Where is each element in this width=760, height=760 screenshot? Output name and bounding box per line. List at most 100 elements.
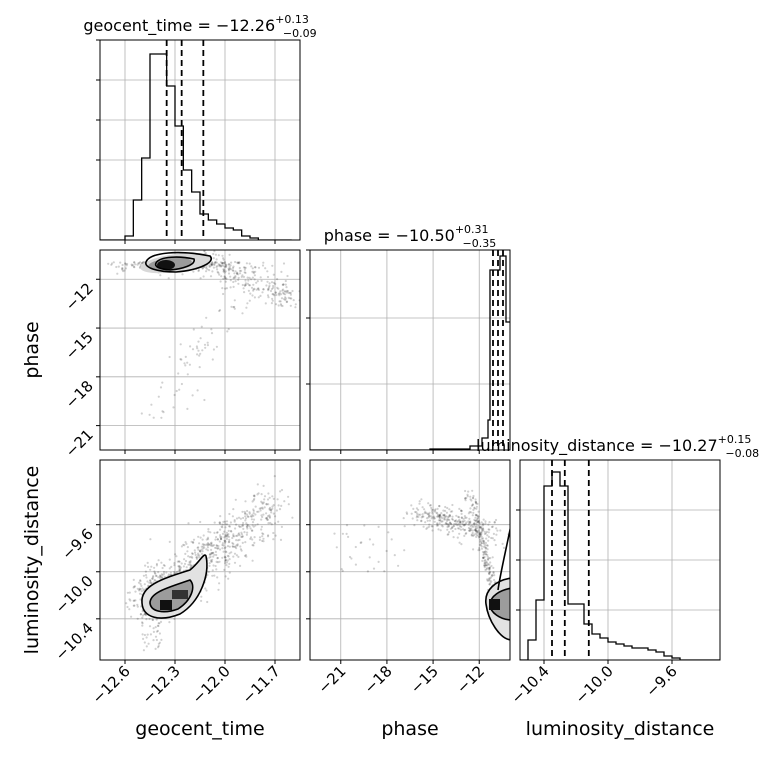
sample-point	[224, 276, 227, 280]
sample-point	[143, 633, 146, 637]
sample-point	[438, 522, 441, 525]
hist-geocent-time	[100, 53, 292, 240]
sample-point	[272, 538, 275, 541]
sample-point	[428, 514, 431, 517]
ld-ph-xtick-label: −12	[453, 662, 488, 697]
sample-point	[275, 509, 278, 512]
ticks-phase-vs-geocent-time: −12−15−18−21	[62, 278, 276, 461]
sample-point	[145, 576, 148, 579]
sample-point	[420, 516, 423, 519]
sample-point	[246, 531, 249, 534]
sample-point	[138, 587, 141, 590]
sample-point	[486, 534, 489, 537]
sample-point	[244, 283, 248, 287]
ld-gt-xtick-label: −11.7	[239, 662, 284, 707]
sample-point	[479, 532, 482, 536]
sample-point	[283, 290, 286, 293]
sample-point	[242, 287, 245, 290]
sample-point	[234, 276, 237, 279]
sample-point	[228, 538, 231, 542]
sample-point	[456, 536, 459, 539]
ld-gt-ytick-label: −10.4	[52, 619, 97, 664]
sample-point	[246, 527, 249, 530]
sample-point	[280, 304, 283, 307]
sample-point	[418, 502, 421, 505]
sample-point	[237, 555, 240, 559]
sample-point	[271, 264, 274, 267]
sample-point	[216, 270, 219, 274]
sample-point	[244, 515, 247, 518]
sample-point	[492, 571, 495, 574]
grid-distance-vs-phase	[310, 460, 510, 660]
sample-point	[158, 574, 162, 577]
sample-point	[225, 564, 228, 567]
ld-hist-xtick-label: −10.4	[508, 662, 553, 707]
sample-point	[431, 516, 434, 519]
sample-point	[169, 571, 172, 574]
sample-point	[262, 501, 265, 504]
sample-point	[250, 529, 253, 532]
sample-point	[201, 547, 204, 550]
sample-point	[140, 262, 144, 265]
sample-point	[149, 579, 152, 582]
sample-point	[165, 571, 168, 574]
sample-point	[243, 283, 247, 286]
sample-point	[445, 521, 448, 525]
sample-point	[197, 546, 200, 549]
sample-point	[142, 589, 145, 592]
sample-point	[406, 512, 409, 516]
sample-point	[292, 299, 295, 302]
sample-point	[458, 532, 461, 535]
sample-point	[209, 559, 212, 562]
sample-point	[464, 489, 467, 493]
sample-point	[177, 560, 181, 563]
sample-point	[234, 280, 237, 283]
sample-point	[421, 513, 424, 516]
sample-point	[243, 554, 247, 558]
sample-point	[478, 532, 481, 536]
sample-point	[475, 523, 478, 526]
sample-point	[194, 553, 197, 557]
sample-point	[451, 530, 454, 533]
sample-point	[270, 509, 273, 512]
sample-point	[236, 271, 239, 274]
sample-point	[173, 617, 176, 621]
sample-point	[268, 514, 271, 517]
sample-point	[243, 266, 246, 269]
sample-point	[182, 543, 185, 546]
sample-point	[469, 521, 472, 525]
sample-point	[483, 551, 486, 554]
sample-point	[180, 382, 183, 386]
sample-point	[383, 570, 386, 573]
sample-point	[217, 271, 220, 274]
sample-point	[157, 576, 160, 579]
sample-point	[210, 328, 213, 331]
sample-point	[266, 275, 270, 279]
sample-point	[368, 556, 371, 559]
sample-point	[241, 274, 244, 277]
sample-point	[474, 529, 477, 532]
sample-point	[476, 519, 479, 523]
sample-point	[152, 630, 155, 634]
sample-point	[156, 624, 159, 627]
sample-point	[261, 515, 264, 519]
sample-point	[259, 276, 262, 279]
sample-point	[491, 525, 494, 528]
sample-point	[217, 546, 220, 550]
sample-point	[221, 254, 224, 257]
sample-point	[212, 551, 215, 554]
sample-point	[441, 525, 444, 528]
sample-point	[284, 293, 287, 296]
sample-point	[445, 511, 448, 514]
sample-point	[478, 547, 481, 550]
sample-point	[244, 541, 247, 544]
ph-gt-ytick-label: −12	[62, 279, 97, 314]
sample-point	[433, 509, 437, 512]
sample-point	[168, 540, 171, 544]
sample-point	[159, 274, 162, 277]
sample-point	[489, 566, 492, 569]
sample-point	[224, 556, 227, 559]
sample-point	[442, 509, 445, 512]
sample-point	[123, 269, 126, 272]
sample-point	[345, 524, 349, 527]
